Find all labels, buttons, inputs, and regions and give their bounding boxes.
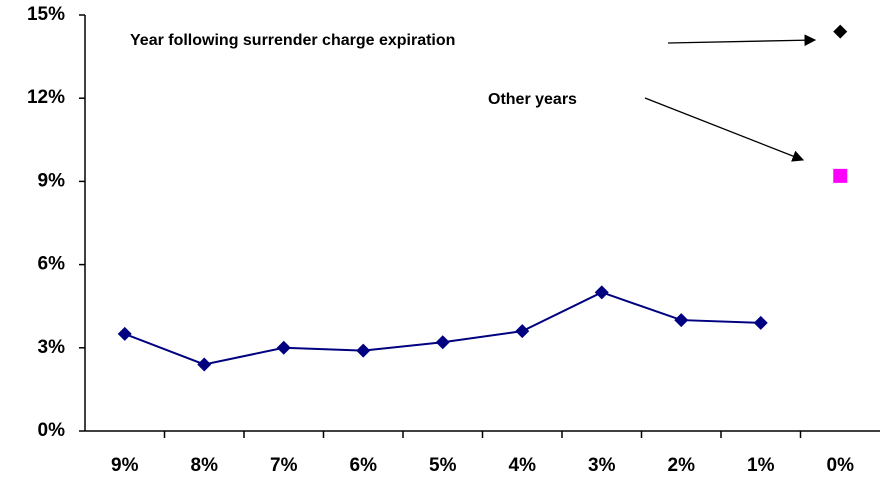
y-tick-label: 6%: [38, 254, 66, 275]
point: [833, 24, 848, 39]
point: [515, 324, 530, 339]
annotation-arrow: [667, 34, 817, 47]
point: [435, 335, 450, 350]
x-tick-label: 4%: [509, 455, 537, 476]
y-tick-label: 12%: [27, 87, 65, 108]
annotation-arrow: [644, 97, 805, 162]
y-tick-label: 9%: [38, 170, 66, 191]
annotation: Other years: [488, 91, 577, 108]
x-tick-label: 3%: [588, 455, 616, 476]
point: [833, 168, 848, 183]
point: [197, 357, 212, 372]
x-tick-label: 0%: [827, 455, 855, 476]
x-tick-label: 1%: [747, 455, 775, 476]
x-tick-label: 7%: [270, 455, 298, 476]
x-tick-label: 9%: [111, 455, 139, 476]
series-line: [124, 291, 761, 366]
x-tick-label: 5%: [429, 455, 457, 476]
point: [674, 313, 689, 328]
annotation: Year following surrender charge expirati…: [130, 32, 455, 49]
point: [753, 315, 768, 330]
y-tick-label: 0%: [38, 420, 66, 441]
point: [594, 285, 609, 300]
y-tick-label: 3%: [38, 337, 66, 358]
x-tick-label: 6%: [350, 455, 378, 476]
x-tick-label: 2%: [668, 455, 696, 476]
x-tick-label: 8%: [191, 455, 219, 476]
point: [356, 343, 371, 358]
point: [117, 326, 132, 341]
y-tick-label: 15%: [27, 4, 65, 25]
point: [276, 340, 291, 355]
